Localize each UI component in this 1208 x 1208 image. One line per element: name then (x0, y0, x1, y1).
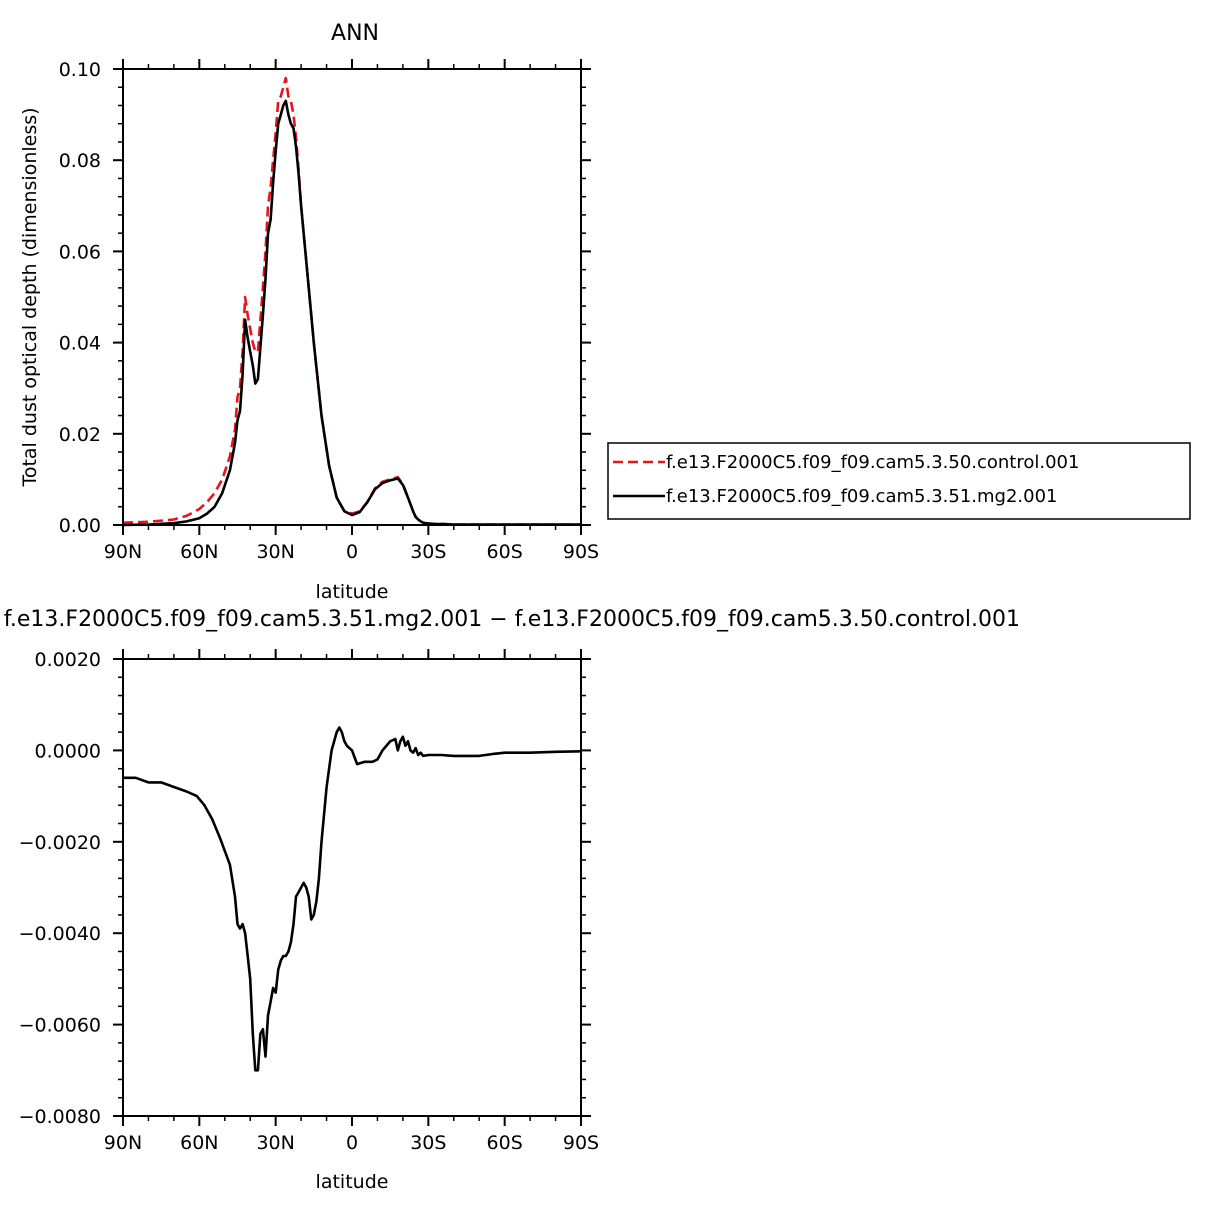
bottom-xtick-label: 90S (563, 1132, 599, 1154)
top-ytick-label: 0.06 (59, 241, 101, 263)
bottom-plot-frame (122, 658, 582, 1117)
bottom-xtick-label: 90N (104, 1132, 142, 1154)
top-panel: ANN Total dust optical depth (dimensionl… (19, 21, 599, 603)
top-series-line-1 (122, 99, 581, 527)
top-xtick-label: 90N (104, 541, 142, 563)
top-plot-title: ANN (331, 21, 379, 46)
bottom-ticks (113, 649, 591, 1126)
top-xtick-label: 30S (410, 541, 446, 563)
legend-label-control: f.e13.F2000C5.f09_f09.cam5.3.50.control.… (666, 452, 1079, 473)
bottom-ytick-label: −0.0080 (19, 1106, 101, 1128)
top-plot-frame (122, 68, 582, 526)
bottom-tick-labels: 90N 60N 30N 0 30S 60S 90S 0.0020 0.0000 −0.0020 −0… (19, 649, 600, 1154)
bottom-ytick-label: −0.0060 (19, 1015, 101, 1037)
top-y-axis-label: Total dust optical depth (dimensionless) (19, 107, 41, 487)
top-series-group (122, 76, 581, 527)
bottom-series-group (123, 726, 582, 1072)
bottom-xtick-label: 60N (180, 1132, 218, 1154)
legend-box (607, 442, 1191, 520)
bottom-panel: f.e13.F2000C5.f09_f09.cam5.3.51.mg2.001 … (4, 607, 1020, 1193)
legend-label-mg2: f.e13.F2000C5.f09_f09.cam5.3.51.mg2.001 (666, 486, 1057, 507)
top-xtick-label: 0 (346, 541, 358, 563)
bottom-ytick-label: −0.0040 (19, 923, 101, 945)
top-ytick-label: 0.10 (59, 59, 101, 81)
top-ytick-label: 0.00 (59, 515, 101, 537)
top-xtick-label: 60S (487, 541, 523, 563)
top-x-axis-label: latitude (316, 581, 389, 603)
top-ytick-label: 0.08 (59, 150, 101, 172)
top-tick-labels: 90N 60N 30N 0 30S 60S 90S 0.00 0.02 0.04 0.06 0.08 0… (59, 59, 599, 563)
bottom-ytick-label: 0.0000 (35, 740, 101, 762)
top-xtick-label: 90S (563, 541, 599, 563)
bottom-series-line-0 (123, 726, 582, 1072)
bottom-xtick-label: 30S (410, 1132, 446, 1154)
bottom-ytick-label: 0.0020 (35, 649, 101, 671)
bottom-xtick-label: 60S (487, 1132, 523, 1154)
bottom-plot-title: f.e13.F2000C5.f09_f09.cam5.3.51.mg2.001 … (4, 607, 1020, 632)
top-ytick-label: 0.04 (59, 333, 101, 355)
top-ytick-label: 0.02 (59, 424, 101, 446)
top-xtick-label: 60N (180, 541, 218, 563)
bottom-x-axis-label: latitude (316, 1171, 389, 1193)
bottom-xtick-label: 0 (346, 1132, 358, 1154)
bottom-ytick-label: −0.0020 (19, 832, 101, 854)
legend: f.e13.F2000C5.f09_f09.cam5.3.50.control.… (607, 442, 1191, 520)
top-xtick-label: 30N (256, 541, 294, 563)
bottom-xtick-label: 30N (256, 1132, 294, 1154)
